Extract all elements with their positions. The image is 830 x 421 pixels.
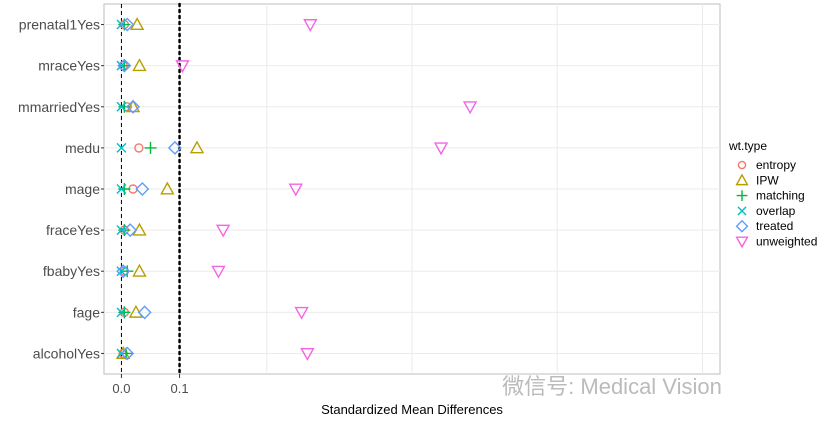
y-tick-label: mmarriedYes bbox=[18, 99, 100, 115]
point-IPW bbox=[189, 140, 205, 154]
point-unweighted bbox=[462, 101, 478, 115]
x-axis-ticks: 0.0 0.1 bbox=[112, 374, 189, 396]
point-entropy bbox=[134, 143, 144, 153]
y-tick-label: medu bbox=[65, 140, 100, 156]
point-unweighted bbox=[211, 265, 226, 279]
point-matching bbox=[118, 183, 131, 195]
point-overlap bbox=[116, 225, 127, 236]
point-matching bbox=[121, 265, 134, 278]
point-unweighted bbox=[433, 142, 449, 156]
y-tick-label: prenatal1Yes bbox=[19, 17, 100, 33]
point-overlap bbox=[116, 184, 127, 194]
point-overlap bbox=[116, 101, 127, 112]
point-unweighted bbox=[300, 347, 315, 361]
legend-key-treated bbox=[735, 219, 749, 233]
x-axis-title: Standardized Mean Differences bbox=[321, 402, 503, 417]
legend-label-matching: matching bbox=[756, 189, 805, 203]
legend-key-IPW bbox=[735, 173, 749, 186]
point-overlap bbox=[116, 142, 127, 153]
y-tick-label: mage bbox=[65, 181, 100, 197]
point-overlap bbox=[116, 266, 127, 277]
y-tick-label: fbabyYes bbox=[43, 263, 100, 279]
point-IPW bbox=[132, 263, 147, 277]
point-treated bbox=[167, 140, 182, 155]
point-treated bbox=[120, 17, 135, 32]
point-unweighted bbox=[175, 60, 190, 74]
x-tick-label: 0.0 bbox=[112, 381, 130, 396]
point-unweighted bbox=[303, 19, 318, 32]
point-unweighted bbox=[215, 224, 231, 238]
legend-label-entropy: entropy bbox=[756, 158, 796, 172]
point-unweighted bbox=[294, 306, 309, 320]
point-unweighted bbox=[288, 183, 303, 197]
point-IPW bbox=[129, 17, 145, 31]
legend-key-unweighted bbox=[735, 236, 749, 249]
legend-key-matching bbox=[736, 190, 748, 201]
y-tick-label: fraceYes bbox=[46, 222, 100, 238]
point-IPW bbox=[132, 58, 147, 72]
point-treated bbox=[116, 264, 131, 279]
legend-label-unweighted: unweighted bbox=[756, 235, 817, 249]
point-treated bbox=[137, 305, 152, 320]
point-treated bbox=[126, 99, 141, 114]
point-treated bbox=[117, 58, 132, 73]
legend-key-overlap bbox=[737, 206, 747, 216]
legend-label-IPW: IPW bbox=[756, 173, 779, 187]
data-points bbox=[115, 17, 478, 361]
point-overlap bbox=[116, 60, 127, 71]
point-matching bbox=[144, 141, 157, 154]
point-treated bbox=[123, 223, 138, 238]
point-IPW bbox=[160, 181, 175, 195]
x-tick-label: 0.1 bbox=[171, 381, 189, 396]
legend-label-treated: treated bbox=[756, 219, 793, 233]
point-overlap bbox=[116, 307, 127, 318]
legend-title: wt.type bbox=[728, 139, 767, 153]
point-treated bbox=[120, 346, 135, 361]
point-treated bbox=[135, 182, 150, 196]
point-matching bbox=[118, 59, 131, 72]
point-matching bbox=[118, 306, 131, 319]
legend-key-entropy bbox=[737, 160, 747, 170]
legend-label-overlap: overlap bbox=[756, 204, 796, 218]
y-tick-label: fage bbox=[73, 304, 100, 320]
y-axis-labels: prenatal1Yes mraceYes mmarriedYes medu mage f… bbox=[18, 17, 104, 361]
y-tick-label: alcoholYes bbox=[33, 345, 100, 361]
y-tick-label: mraceYes bbox=[38, 58, 100, 74]
point-matching bbox=[118, 100, 131, 113]
watermark-text: 微信号: Medical Vision bbox=[502, 374, 722, 399]
